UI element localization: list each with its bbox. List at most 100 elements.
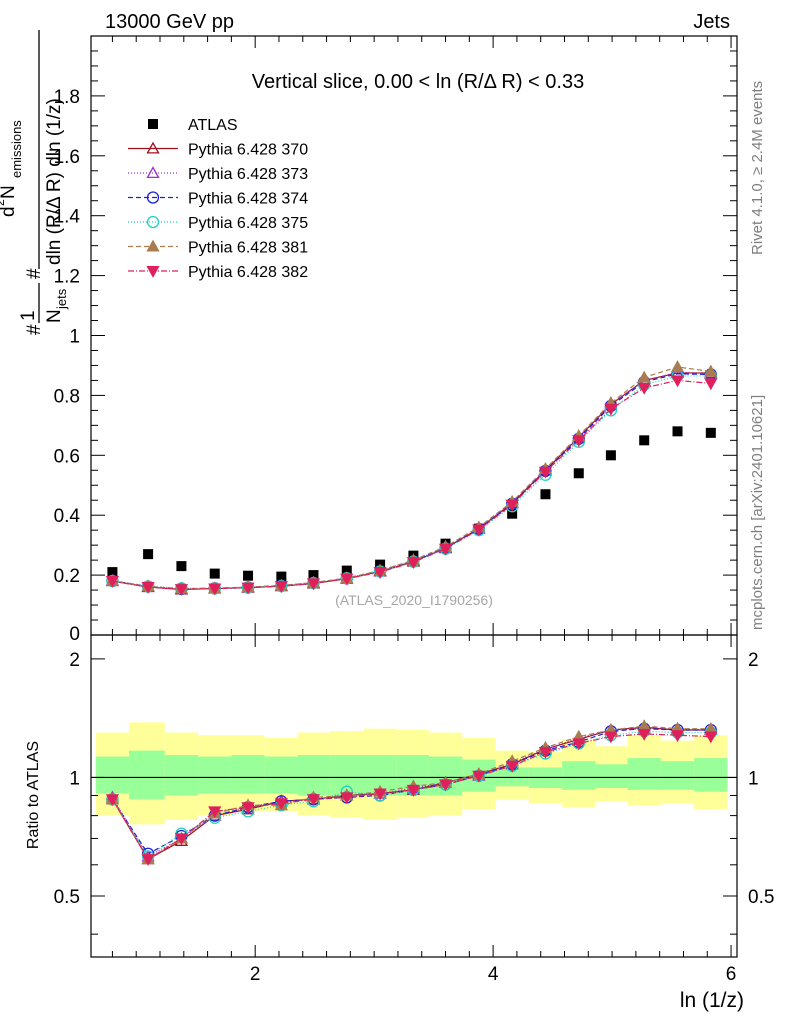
data-point xyxy=(341,565,352,576)
legend-label: Pythia 6.428 370 xyxy=(188,142,308,159)
legend-marker xyxy=(146,215,160,229)
y-tick-label: 1.8 xyxy=(54,87,80,108)
legend-label: ATLAS xyxy=(188,117,238,134)
data-point xyxy=(306,794,321,807)
y-tick-label: 1.4 xyxy=(54,207,81,228)
data-point xyxy=(637,382,651,395)
y-tick-label: 0.8 xyxy=(54,386,80,407)
data-point xyxy=(670,730,685,743)
band-green xyxy=(595,764,628,789)
data-point xyxy=(605,450,616,461)
main-ylabel: # 1 N jets # d 2 N emissions dln (R/Δ R)… xyxy=(0,30,69,335)
data-point xyxy=(704,731,718,744)
header-left: 13000 GeV pp xyxy=(105,11,234,33)
data-point xyxy=(107,567,118,578)
data-point xyxy=(406,784,421,797)
band-green xyxy=(694,758,728,792)
ylabel-frac1-num: 1 xyxy=(18,310,39,321)
data-point xyxy=(141,854,155,867)
ratio-ylabel: Ratio to ATLAS xyxy=(25,741,42,849)
data-point xyxy=(308,570,319,581)
data-point xyxy=(340,573,354,586)
legend-marker xyxy=(146,239,160,252)
legend-label: Pythia 6.428 375 xyxy=(188,215,308,232)
y-tick-label: 0.2 xyxy=(54,566,80,587)
data-point xyxy=(105,576,120,588)
data-point xyxy=(704,364,718,377)
ratio-y-tick-label-right: 0.5 xyxy=(748,887,774,908)
legend: ATLAS Pythia 6.428 370 Pythia 6.428 373 Pyt… xyxy=(128,117,308,281)
data-point xyxy=(373,567,387,579)
legend-label: Pythia 6.428 374 xyxy=(188,191,308,208)
legend-label: Pythia 6.428 382 xyxy=(188,264,308,281)
data-point xyxy=(670,375,685,388)
ratio-y-tick-label: 1 xyxy=(69,768,80,789)
ylabel-denominator: dln (R/Δ R) dln (1/z) xyxy=(44,98,65,265)
data-point xyxy=(143,549,154,560)
legend-label: Pythia 6.428 381 xyxy=(188,240,308,257)
ylabel-N-sub: emissions xyxy=(9,120,24,178)
analysis-watermark: (ATLAS_2020_I1790256) xyxy=(335,592,493,608)
data-point xyxy=(472,770,486,783)
data-point xyxy=(438,779,453,792)
band-green xyxy=(627,758,661,790)
ratio-y-tick-label: 2 xyxy=(69,650,80,671)
main-series-group xyxy=(105,360,718,597)
data-point xyxy=(538,747,553,759)
data-point xyxy=(340,792,354,805)
data-point xyxy=(670,360,685,372)
legend-marker xyxy=(146,265,160,278)
data-point xyxy=(241,582,255,595)
legend-marker xyxy=(146,166,160,179)
data-point xyxy=(505,499,519,512)
main-panel-frame: 0.2 0.4 0.6 0.8 1 1.2 1.4 1.6 1.8 0 xyxy=(54,35,738,647)
ratio-series-group xyxy=(105,719,718,867)
ylabel-hash-2: # xyxy=(24,268,45,279)
band-green xyxy=(198,756,232,794)
rivet-label: Rivet 4.1.0, ≥ 2.4M events xyxy=(749,81,766,255)
header-right: Jets xyxy=(693,11,730,33)
data-point xyxy=(276,571,287,582)
band-green xyxy=(95,756,130,794)
data-point xyxy=(507,508,518,519)
data-point xyxy=(306,578,321,591)
band-green xyxy=(264,756,299,794)
data-point xyxy=(672,426,683,437)
y-tick-label: 1.2 xyxy=(54,267,80,288)
ylabel-N: N xyxy=(0,185,19,199)
x-tick-label: 2 xyxy=(250,964,261,985)
data-point xyxy=(209,568,220,579)
data-point xyxy=(637,728,651,741)
legend-marker xyxy=(146,141,160,154)
data-point xyxy=(243,570,254,581)
legend-marker xyxy=(148,119,158,129)
y-tick-label: 0.6 xyxy=(54,446,80,467)
data-point xyxy=(176,561,187,572)
data-point xyxy=(538,466,553,479)
data-point xyxy=(637,370,651,383)
ratio-y-tick-label: 0.5 xyxy=(54,887,80,908)
data-point xyxy=(406,557,421,570)
band-green xyxy=(562,761,596,790)
data-point xyxy=(639,435,650,446)
legend-marker xyxy=(146,191,160,204)
data-point xyxy=(572,738,586,751)
ratio-uncertainty-bands xyxy=(95,722,728,825)
data-point xyxy=(505,760,519,773)
ratio-panel-frame: 2 4 6 0.5 0.5 1 1 2 2 xyxy=(54,623,774,985)
band-green xyxy=(164,755,199,796)
data-point xyxy=(705,427,716,438)
ratio-y-tick-label-right: 2 xyxy=(748,650,759,671)
chart-title: Vertical slice, 0.00 < ln (R/Δ R) < 0.33 xyxy=(252,71,584,93)
y-tick-label: 1.6 xyxy=(54,147,80,168)
data-point xyxy=(373,788,387,801)
data-point xyxy=(472,524,486,537)
band-green xyxy=(231,755,265,794)
ratio-frame-border xyxy=(90,634,738,958)
ylabel-d2-sup: 2 xyxy=(0,199,7,206)
data-point xyxy=(573,468,584,479)
data-point xyxy=(572,435,586,448)
data-point xyxy=(174,833,189,846)
ylabel-d2: d xyxy=(0,206,19,217)
